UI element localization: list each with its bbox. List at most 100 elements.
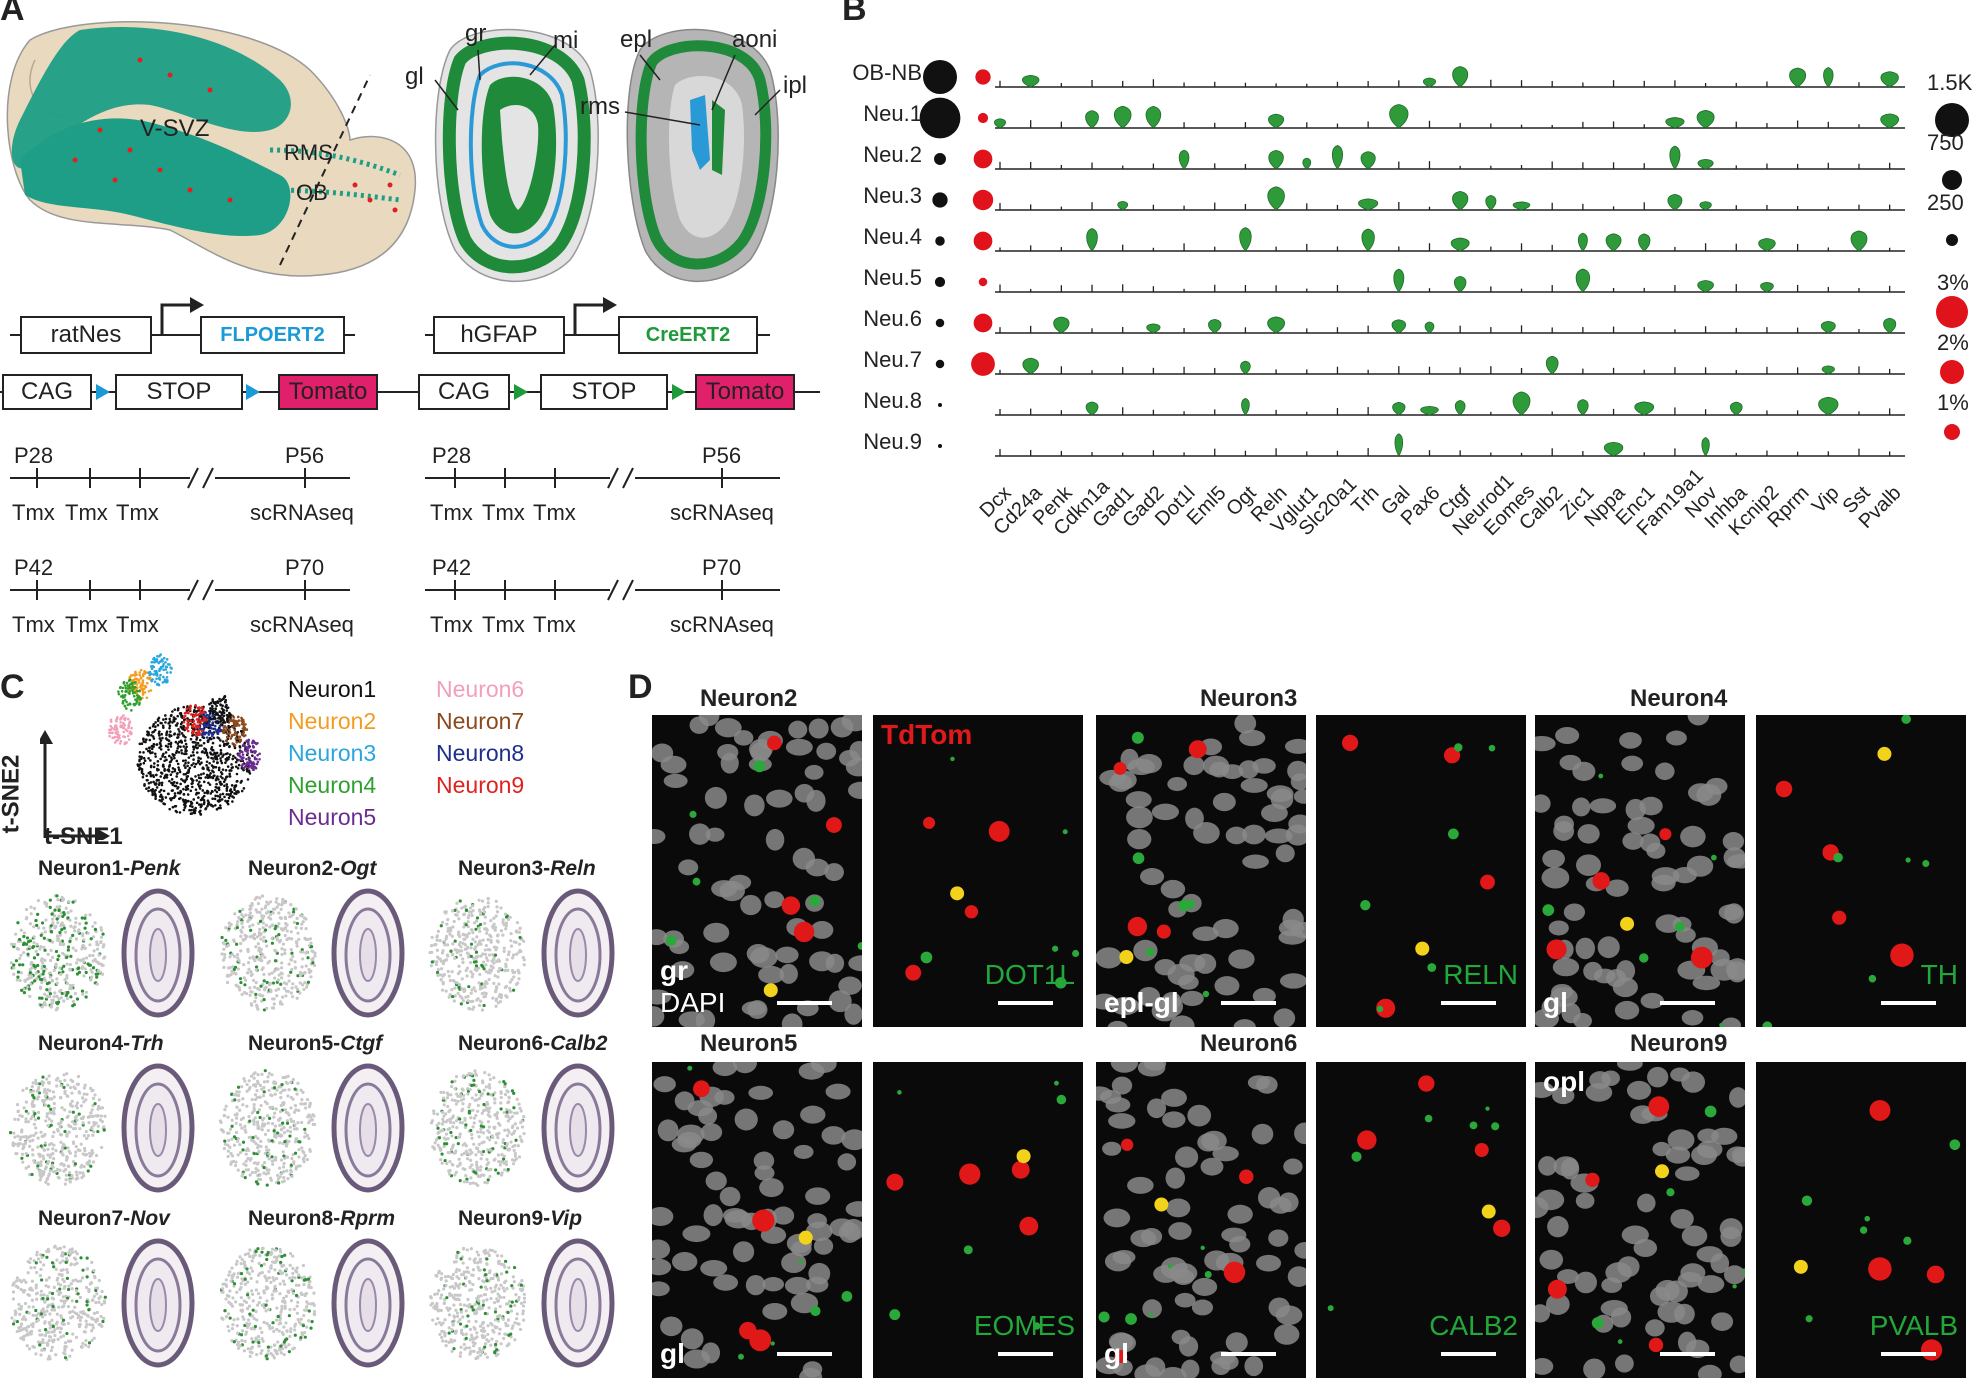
scale-bar	[777, 1001, 832, 1005]
label-rms-2: rms	[580, 93, 620, 120]
violin-shape	[1240, 360, 1251, 375]
label-ob: OB	[296, 180, 328, 205]
micrograph-cells	[1327, 1075, 1511, 1312]
tsne-axis-y-label: t-SNE2	[0, 754, 25, 834]
label-vsvz: V-SVZ	[140, 115, 210, 142]
feature-plot-title: Neuron4-Trh	[38, 1032, 164, 1056]
tsne-axis-x-label: t-SNE1	[44, 823, 123, 850]
violin-shape	[1267, 316, 1286, 334]
micrograph-label: PVALB	[1869, 1310, 1958, 1341]
stop-box-right: STOP	[540, 374, 668, 410]
micrograph-label: DOT1L	[984, 959, 1075, 990]
violin-shape	[1241, 397, 1250, 416]
violin-shape	[1268, 113, 1285, 129]
violin-row-label: Neu.6	[863, 306, 922, 331]
violin-shape	[1545, 355, 1559, 375]
tdtom-pct-dot	[973, 313, 993, 333]
ob-coronal-section-1	[434, 28, 599, 283]
feature-plot	[428, 1238, 615, 1368]
violin-shape	[1358, 198, 1379, 211]
promoter-box-hgfap: hGFAP	[433, 316, 565, 354]
feature-plot	[9, 888, 195, 1018]
timeline-3-end: P56	[702, 443, 742, 468]
violin-shape	[1022, 357, 1039, 375]
feature-plot-title: Neuron1-Penk	[38, 857, 180, 881]
feature-plot-title: Neuron9-Vip	[458, 1207, 582, 1231]
tomato-box-left: Tomato	[278, 374, 378, 410]
ob-coronal-section-2	[626, 28, 779, 282]
cell-count-dot	[938, 403, 942, 407]
scale-bar	[998, 1001, 1053, 1005]
feature-plot-title: Neuron8-Rprm	[248, 1207, 395, 1231]
cell-count-dot	[935, 318, 945, 328]
violin-shape	[1577, 232, 1588, 252]
tsne-overview-plot	[107, 653, 261, 816]
pct-legend-dot	[1936, 296, 1968, 328]
violin-shape	[1880, 71, 1899, 88]
cell-count-dot	[934, 276, 946, 288]
feature-plot	[428, 888, 615, 1018]
tdtom-pct-dot	[975, 69, 991, 85]
micrograph: TH	[1756, 715, 1966, 1027]
tsne-legend-item: Neuron4	[288, 772, 377, 798]
micrograph: TdTom DOT1L	[873, 715, 1083, 1027]
micrograph-cells	[1341, 734, 1496, 1018]
micrograph-label: gl	[660, 1338, 685, 1369]
timeline-1-start: P28	[14, 443, 54, 468]
feature-plot-gene: Reln	[550, 857, 596, 880]
micrograph-label: CALB2	[1429, 1310, 1518, 1341]
tdtom-pct-dot	[972, 189, 994, 211]
timeline-4-assay: scRNAseq	[670, 612, 774, 637]
tsne-axes	[40, 730, 110, 840]
timeline-3-assay: scRNAseq	[670, 500, 774, 525]
violin-shape	[1758, 238, 1776, 252]
cag-box-left: CAG	[2, 374, 92, 410]
timeline-3-tmx-1: Tmx	[430, 500, 473, 525]
violin-shape	[1178, 149, 1190, 170]
micrograph-label: epl-gl	[1104, 987, 1179, 1018]
label-ipl: ipl	[783, 72, 808, 99]
tsne-legend-item: Neuron1	[288, 676, 377, 702]
timeline-1-tmx-1: Tmx	[12, 500, 55, 525]
violin-shape	[1634, 401, 1655, 416]
tsne-legend-item: Neuron3	[288, 740, 377, 766]
label-gr: gr	[465, 20, 487, 47]
size-legend-dot	[1946, 234, 1958, 246]
micrograph-cells	[652, 1062, 862, 1378]
violin-shape	[1389, 104, 1409, 129]
violin-row-label: Neu.9	[863, 429, 922, 454]
violin-shape	[1701, 437, 1710, 457]
violin-svg	[919, 60, 1969, 457]
violin-shape	[1021, 74, 1040, 88]
violin-shape	[1696, 110, 1715, 129]
violin-shape	[1239, 227, 1252, 252]
violin-row-label: Neu.7	[863, 347, 922, 372]
micrograph: RELN	[1316, 715, 1526, 1027]
cell-count-dot	[919, 97, 961, 139]
scale-bar	[1881, 1352, 1936, 1356]
micrograph-cells	[652, 715, 862, 1027]
feature-plot-gene: Penk	[130, 857, 181, 880]
violin-shape	[1452, 190, 1469, 211]
violin-row-label: Neu.4	[863, 224, 922, 249]
micrograph-label: opl	[1543, 1066, 1585, 1097]
micrograph-label: gr	[660, 955, 688, 986]
violin-shape	[1669, 145, 1681, 170]
timeline-4-tmx-1: Tmx	[430, 612, 473, 637]
tsne-legend-item: Neuron9	[436, 772, 525, 798]
cell-count-dot	[938, 444, 942, 448]
tdtom-pct-dot	[978, 277, 988, 287]
micrograph-label: RELN	[1443, 959, 1518, 990]
size-legend-label: 250	[1927, 190, 1964, 215]
cell-count-dot	[923, 60, 957, 94]
feature-plot-prefix: Neuron7-	[38, 1207, 131, 1230]
micrograph-cells	[1793, 1099, 1961, 1361]
cell-count-dot	[935, 359, 945, 369]
timeline-2-end: P70	[285, 555, 325, 580]
feature-plot-prefix: Neuron6-	[458, 1032, 551, 1055]
violin-row-label: Neu.2	[863, 142, 922, 167]
feature-plot	[429, 1063, 615, 1193]
pct-legend-dot	[1940, 360, 1964, 384]
micro-group-title: Neuron3	[1200, 685, 1298, 712]
timeline-2-start: P42	[14, 555, 54, 580]
